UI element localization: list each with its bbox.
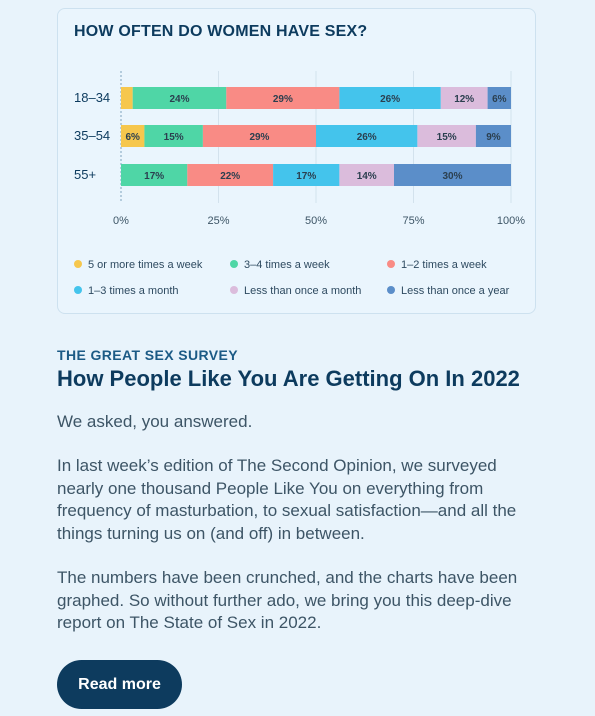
legend-swatch [387,260,395,269]
chart-card: HOW OFTEN DO WOMEN HAVE SEX? 0% 25% 50% 75%… [57,8,536,314]
bar-segment [202,125,316,147]
legend-item: 1–3 times a month [74,285,179,297]
data-label: 12% [454,94,474,105]
x-tick-label: 75% [402,215,424,227]
data-label: 17% [296,171,316,182]
data-label: 24% [169,94,189,105]
legend-item: Less than once a month [230,285,361,297]
bar-segment [417,125,476,147]
data-label: 6% [492,94,507,105]
bar-segment [394,164,511,186]
data-label: 30% [442,171,462,182]
legend-swatch [230,286,238,295]
category-label: 35–54 [74,128,110,143]
legend-item: 1–2 times a week [387,259,487,271]
bar-segment [121,164,188,186]
legend-swatch [74,260,82,269]
bar-segment [339,87,441,109]
bar-segment [273,164,340,186]
legend-label: 1–2 times a week [401,259,487,271]
bar-segment [487,87,511,109]
category-label: 18–34 [74,90,110,105]
article-headline: How People Like You Are Getting On In 20… [57,366,520,391]
bar-segment [339,164,394,186]
legend-item: 5 or more times a week [74,259,202,271]
data-label: 9% [486,132,501,143]
stacked-bar-chart: 0% 25% 50% 75% 100% 18–34 35–54 55+ 24% 29% 26% 12%… [74,71,525,227]
data-label: 6% [125,132,140,143]
read-more-button[interactable]: Read more [57,660,182,709]
x-tick-label: 50% [305,215,327,227]
bar-segment [121,125,145,147]
legend-label: Less than once a month [244,285,362,297]
data-label: 29% [249,132,269,143]
bar-segment [226,87,340,109]
data-label: 15% [164,132,184,143]
x-tick-label: 25% [207,215,229,227]
legend-label: 1–3 times a month [88,285,179,297]
article-kicker: THE GREAT SEX SURVEY [57,347,238,363]
bar-segment [440,87,488,109]
data-label: 26% [357,132,377,143]
bar-segment [144,125,203,147]
bar-segment [316,125,418,147]
data-label: 14% [357,171,377,182]
article-paragraph: The numbers have been crunched, and the … [57,568,518,632]
legend-label: 5 or more times a week [88,259,203,271]
data-label: 29% [273,94,293,105]
legend-swatch [74,286,82,295]
data-label: 17% [144,171,164,182]
bar-segment [121,87,133,109]
data-label: 22% [220,171,240,182]
legend-item: 3–4 times a week [230,259,330,271]
bar-segment [475,125,511,147]
legend-swatch [387,286,395,295]
article-intro: We asked, you answered. [57,412,253,431]
category-label: 55+ [74,167,96,182]
legend-item: Less than once a year [387,285,509,297]
legend-label: Less than once a year [401,285,510,297]
bar-segment [187,164,274,186]
data-label: 26% [380,94,400,105]
bar-segment [132,87,227,109]
chart-title: HOW OFTEN DO WOMEN HAVE SEX? [74,23,368,40]
x-tick-label: 100% [497,215,525,227]
legend-label: 3–4 times a week [244,259,330,271]
data-label: 15% [437,132,457,143]
article-paragraph: In last week’s edition of The Second Opi… [57,456,517,543]
x-tick-label: 0% [113,215,129,227]
legend-swatch [230,260,238,269]
